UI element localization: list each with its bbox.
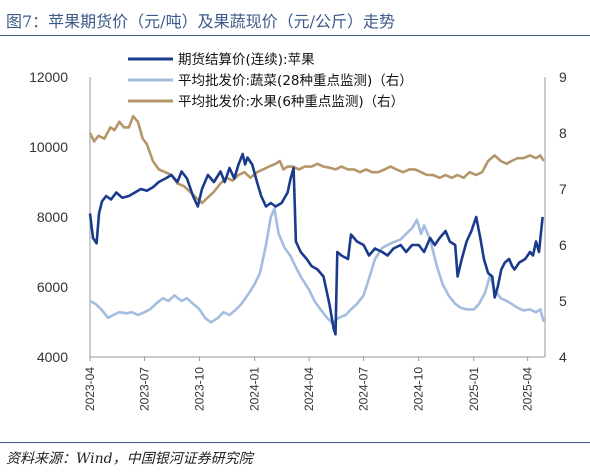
x-tick-label: 2024-04: [302, 367, 316, 411]
y-right-tick-label: 5: [559, 293, 567, 309]
y-left-tick-label: 6000: [37, 279, 68, 295]
y-left-tick-label: 12000: [29, 69, 68, 85]
y-left-tick-label: 4000: [37, 349, 68, 365]
x-tick-label: 2024-07: [357, 367, 371, 411]
y-right-tick-label: 6: [559, 237, 567, 253]
x-tick-label: 2024-01: [248, 367, 262, 411]
series-line-2: [89, 207, 546, 325]
y-right-tick-label: 4: [559, 349, 567, 365]
legend-label-3: 平均批发价:水果(6种重点监测)（右）: [178, 94, 404, 110]
y-right-tick-label: 9: [559, 69, 567, 85]
source-note: 资料来源：Wind，中国银河证券研究院: [6, 451, 253, 467]
line-chart: 4000 6000 8000 10000 12000 4 5 6 7 8 9 2023-04 2023-…: [29, 51, 567, 411]
y-left-tick-label: 8000: [37, 209, 68, 225]
legend-label-1: 期货结算价(连续):苹果: [178, 51, 315, 68]
y-right-tick-label: 8: [559, 125, 567, 141]
title-rule: [0, 35, 590, 36]
x-tick-label: 2023-10: [193, 367, 207, 411]
x-tick-label: 2025-04: [521, 367, 535, 411]
series-line-1: [88, 152, 544, 336]
x-tick-label: 2024-10: [412, 367, 426, 411]
x-tick-label: 2023-07: [137, 367, 151, 411]
legend-label-2: 平均批发价:蔬菜(28种重点监测)（右）: [178, 73, 413, 89]
y-right-tick-label: 7: [559, 181, 567, 197]
x-tick-label: 2025-01: [467, 367, 481, 411]
y-left-tick-label: 10000: [29, 139, 68, 155]
series-line-3: [88, 114, 545, 205]
x-tick-label: 2023-04: [83, 367, 97, 411]
bottom-rule: [0, 442, 590, 443]
figure-title: 图7：苹果期货价（元/吨）及果蔬现价（元/公斤）走势: [6, 12, 395, 31]
